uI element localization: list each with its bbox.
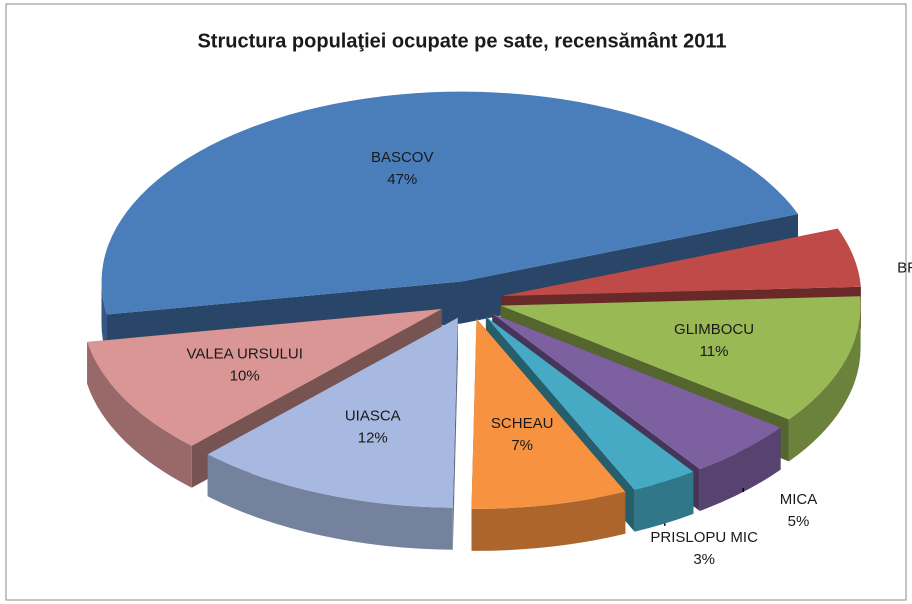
slice-top — [101, 91, 798, 315]
slice-top — [492, 313, 781, 469]
slice — [471, 318, 626, 551]
slice-label: UIASCA — [345, 408, 401, 425]
chart-title: Structura populaţiei ocupate pe sate, re… — [197, 30, 726, 52]
slice-value-label: 11% — [700, 343, 729, 360]
slice-side — [101, 281, 107, 357]
slice-value-label: 47% — [387, 171, 417, 188]
slice-side — [788, 305, 861, 462]
slice-label: GLIMBOCU — [674, 321, 754, 338]
slice-top — [207, 317, 458, 508]
slice-label: SCHEAU — [491, 415, 554, 432]
slice-value-label: 7% — [511, 437, 533, 454]
slice-value-label: 5% — [788, 513, 810, 530]
slice-value-label: 12% — [358, 430, 388, 447]
slice-value-label: 10% — [230, 367, 260, 384]
slice-label: VALEA URSULUI — [186, 345, 302, 362]
slice-side — [634, 471, 694, 532]
slice-top — [485, 316, 694, 490]
slice-label: BASCOV — [371, 149, 434, 166]
slice-label: PRISLOPU MIC — [650, 529, 758, 546]
slice-top — [500, 296, 861, 420]
slice-top — [471, 318, 626, 509]
slice-top — [501, 228, 861, 297]
slice-side — [471, 491, 626, 551]
slice-side — [87, 342, 192, 488]
slice-label: MICA — [780, 491, 818, 508]
slice — [207, 317, 458, 550]
slice-top — [87, 309, 442, 446]
slice-value-label: 3% — [693, 551, 715, 568]
slice-side — [699, 427, 781, 511]
slice-side — [207, 454, 453, 550]
slice-label: BRAILENI — [897, 260, 912, 277]
slice-wall — [452, 317, 458, 550]
